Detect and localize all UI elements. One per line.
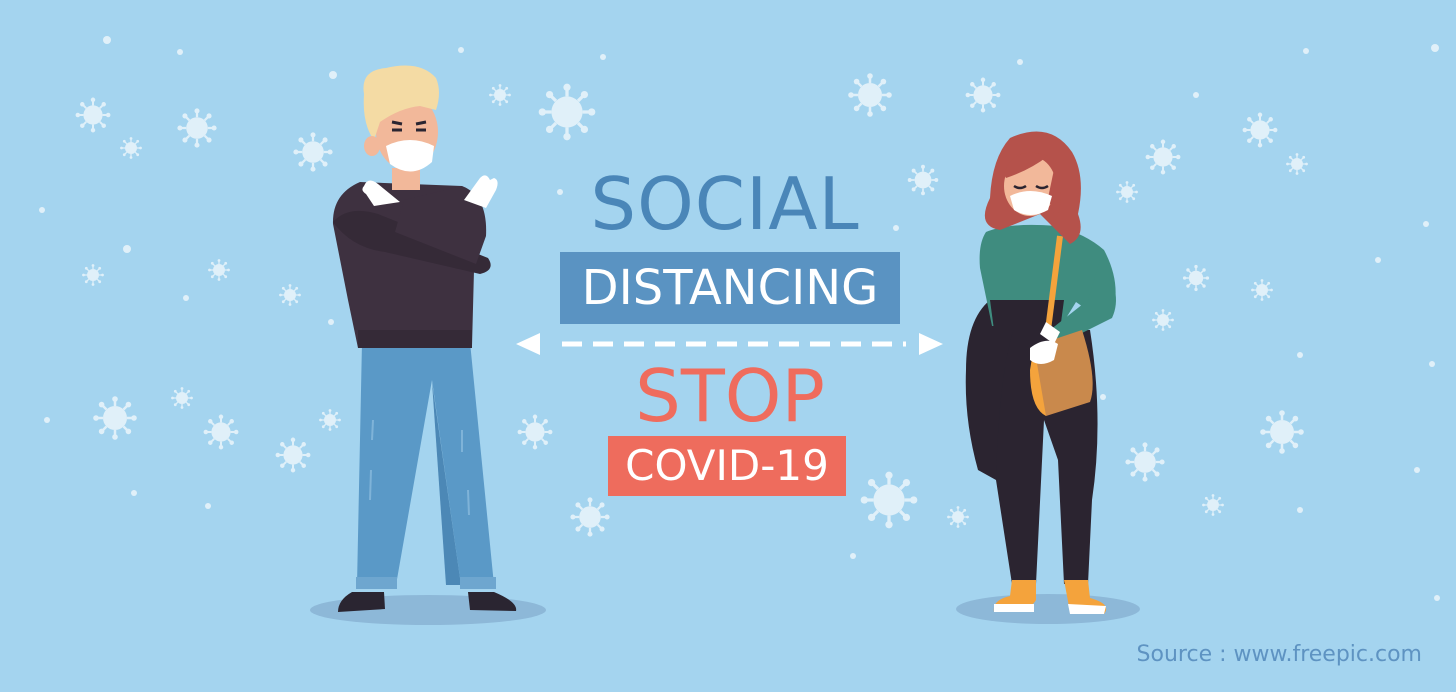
man-jeans	[357, 342, 494, 585]
headline-covid-banner: COVID-19	[608, 436, 846, 496]
man-mask	[386, 140, 434, 172]
woman-mask	[1010, 191, 1052, 215]
headline-social: SOCIAL	[590, 162, 860, 246]
woman-shadow	[956, 594, 1140, 624]
headline-distancing-banner: DISTANCING	[560, 252, 900, 324]
man-hair	[363, 65, 439, 140]
background-dots	[39, 36, 1440, 601]
source-credit: Source : www.freepic.com	[1136, 642, 1422, 667]
headline-stop: STOP	[635, 354, 825, 438]
